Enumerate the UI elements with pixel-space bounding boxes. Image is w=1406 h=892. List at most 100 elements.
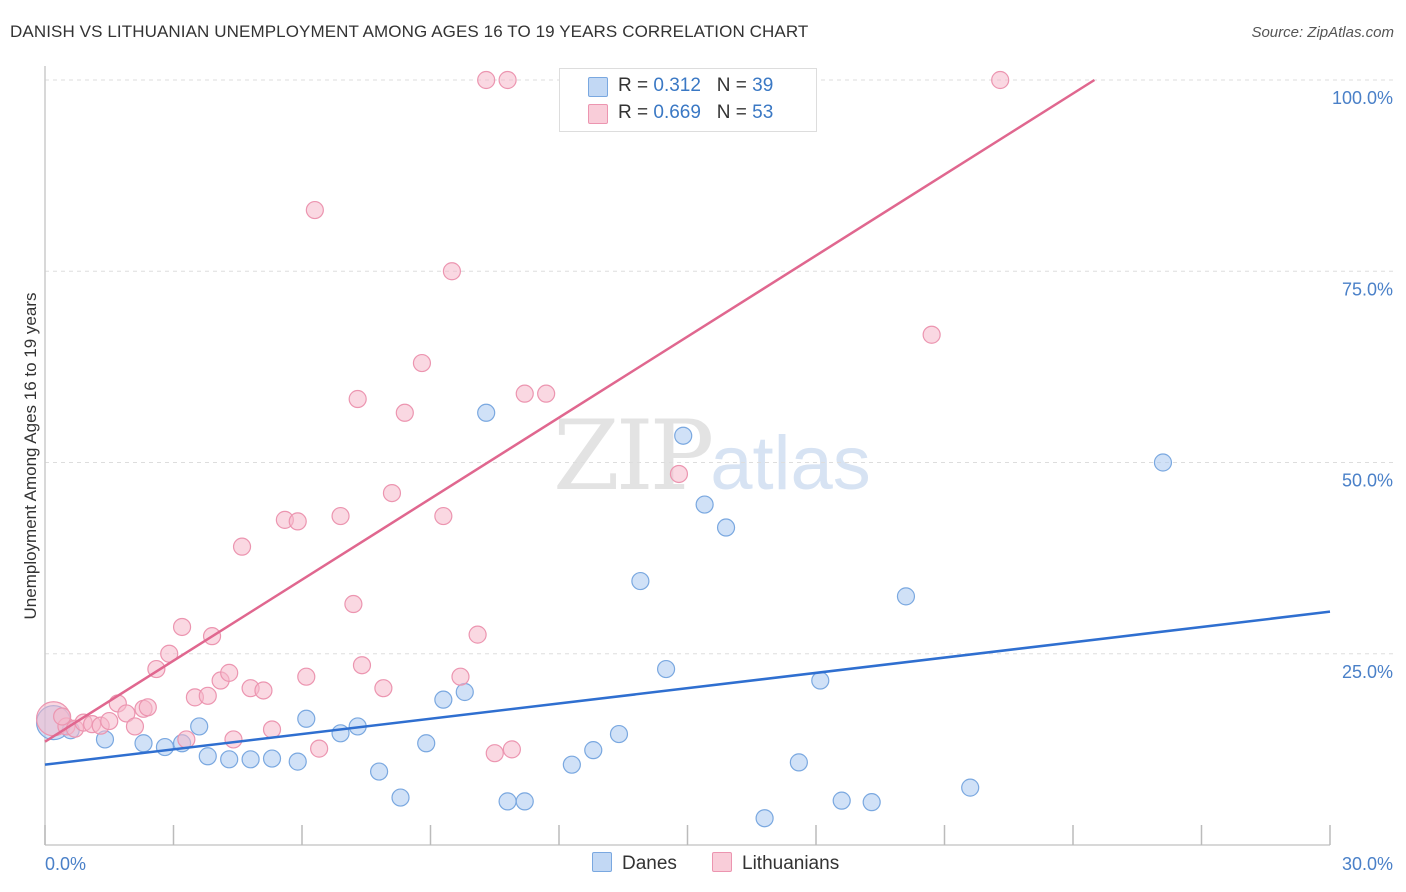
lithuanians-point xyxy=(53,707,72,726)
lithuanians-point xyxy=(331,506,350,526)
danes-point xyxy=(477,403,496,422)
legend-danes-r-label: R = xyxy=(618,75,649,96)
legend-lithuanians-r-value: 0.669 xyxy=(653,102,701,123)
danes-point xyxy=(811,671,830,690)
lithuanians-point xyxy=(374,679,393,698)
danes-point xyxy=(1153,453,1173,472)
danes-point xyxy=(155,737,175,757)
danes-point xyxy=(631,571,650,591)
source-label: Source: ZipAtlas.com xyxy=(1251,24,1394,41)
legend-lithuanians-swatch xyxy=(588,104,608,124)
danes-point xyxy=(434,690,453,709)
lithuanians-point xyxy=(125,717,145,736)
lithuanians-point xyxy=(515,384,534,403)
lithuanians-point xyxy=(305,200,324,220)
danes-point xyxy=(220,750,239,769)
danes-point xyxy=(896,587,916,606)
lithuanians-point xyxy=(262,720,282,739)
danes-point xyxy=(134,734,153,753)
legend-lithuanians-row: R = 0.669 N = 53 xyxy=(618,102,773,124)
danes-point xyxy=(755,809,774,828)
danes-point xyxy=(789,753,808,772)
danes-point xyxy=(241,750,260,769)
danes-point xyxy=(190,717,209,736)
lithuanians-point xyxy=(451,667,470,686)
lithuanians-point xyxy=(922,325,941,344)
stats-legend: R = 0.312 N = 39 R = 0.669 N = 53 xyxy=(559,68,817,132)
x-tick-label: 30.0% xyxy=(1342,854,1393,874)
lithuanians-point xyxy=(232,537,252,556)
danes-point xyxy=(331,724,350,743)
lithuanians-point xyxy=(537,384,556,403)
y-tick-label: 25.0% xyxy=(1342,662,1393,682)
legend-lithuanians-n-label: N = xyxy=(716,102,747,123)
legend-danes-swatch xyxy=(588,77,608,97)
danes-point xyxy=(609,724,629,744)
lithuanians-point xyxy=(412,353,432,373)
lithuanians-point xyxy=(352,656,372,675)
lithuanians-point xyxy=(138,698,157,717)
lithuanians-point xyxy=(288,512,307,531)
lithuanians-point xyxy=(669,464,689,484)
bottom-legend-danes-label: Danes xyxy=(622,853,677,874)
bottom-legend-danes-swatch xyxy=(592,852,612,872)
lithuanians-point xyxy=(198,686,217,705)
bottom-legend-lithuanians-label: Lithuanians xyxy=(742,853,840,874)
lithuanians-point xyxy=(498,70,517,90)
y-tick-label: 100.0% xyxy=(1332,88,1393,108)
danes-point xyxy=(498,792,517,811)
danes-point xyxy=(515,792,534,811)
danes-point xyxy=(288,752,307,771)
legend-danes-row: R = 0.312 N = 39 xyxy=(618,75,773,97)
danes-point xyxy=(584,741,603,760)
lithuanians-point xyxy=(382,484,402,503)
lithuanians-point xyxy=(442,262,462,281)
lithuanians-point xyxy=(468,625,487,644)
bottom-legend-danes: Danes xyxy=(592,852,677,875)
legend-lithuanians-r-label: R = xyxy=(618,102,649,123)
danes-point xyxy=(370,762,389,781)
watermark-zip: ZIP xyxy=(553,400,714,512)
danes-point xyxy=(862,793,881,812)
legend-danes-n-label: N = xyxy=(716,75,747,96)
lithuanians-point xyxy=(224,730,243,749)
danes-point xyxy=(674,426,693,445)
lithuanians-point xyxy=(434,506,453,526)
danes-point xyxy=(832,791,851,810)
danes-point xyxy=(562,755,581,774)
lithuanians-point xyxy=(991,70,1010,90)
y-axis-label: Unemployment Among Ages 16 to 19 years xyxy=(21,293,40,620)
lithuanians-point xyxy=(344,594,363,614)
danes-point xyxy=(391,788,410,807)
lithuanians-point xyxy=(100,711,119,731)
bottom-legend-lithuanians: Lithuanians xyxy=(712,852,839,875)
watermark-atlas: atlas xyxy=(710,421,871,506)
x-tick-label: 0.0% xyxy=(45,854,86,874)
danes-point xyxy=(417,734,436,753)
danes-point xyxy=(297,709,316,728)
lithuanians-point xyxy=(177,730,196,749)
lithuanians-point xyxy=(172,617,192,637)
chart-title: DANISH VS LITHUANIAN UNEMPLOYMENT AMONG … xyxy=(10,22,809,41)
lithuanians-point xyxy=(395,403,414,422)
lithuanians-point xyxy=(477,70,496,90)
lithuanians-point xyxy=(485,744,504,763)
danes-trend-line xyxy=(44,610,1331,766)
lithuanians-point xyxy=(348,389,367,409)
bottom-legend-lithuanians-swatch xyxy=(712,852,732,872)
lithuanians-point xyxy=(502,740,521,759)
lithuanians-point xyxy=(254,681,273,700)
danes-point xyxy=(716,518,736,537)
danes-point xyxy=(262,749,282,768)
danes-point xyxy=(198,747,217,766)
lithuanians-trend-line xyxy=(44,78,1096,743)
lithuanians-point xyxy=(117,704,136,723)
danes-point xyxy=(961,778,980,797)
watermark: ZIPatlas xyxy=(553,400,871,512)
danes-point xyxy=(656,659,676,679)
legend-lithuanians-n-value: 53 xyxy=(752,102,774,123)
lithuanians-point xyxy=(297,667,316,686)
legend-danes-n-value: 39 xyxy=(752,75,774,96)
y-tick-label: 50.0% xyxy=(1342,471,1393,491)
